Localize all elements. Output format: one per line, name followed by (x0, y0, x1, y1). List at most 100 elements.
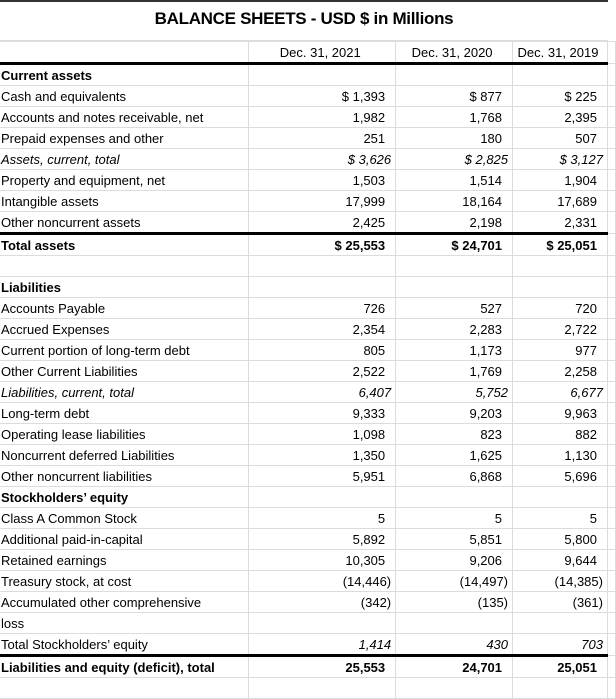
value-cell[interactable]: 720 (512, 297, 608, 319)
blank-cell[interactable] (607, 465, 616, 487)
blank-cell[interactable] (607, 255, 616, 277)
value-cell[interactable]: 9,206 (395, 549, 514, 571)
value-cell[interactable]: 18,164 (395, 190, 514, 212)
value-cell[interactable]: 1,982 (248, 106, 397, 128)
value-cell[interactable] (248, 486, 397, 508)
value-cell[interactable]: 1,514 (395, 169, 514, 191)
blank-cell[interactable] (607, 127, 616, 149)
value-cell[interactable]: 2,395 (512, 106, 608, 128)
blank-cell[interactable] (607, 528, 616, 550)
value-cell[interactable]: 805 (248, 339, 397, 361)
blank-cell[interactable] (607, 655, 616, 678)
blank-cell[interactable] (607, 233, 616, 256)
row-label[interactable]: Retained earnings (0, 549, 250, 571)
value-cell[interactable] (512, 677, 608, 699)
value-cell[interactable]: 17,999 (248, 190, 397, 212)
value-cell[interactable]: (361) (512, 591, 608, 613)
value-cell[interactable]: 5,696 (512, 465, 608, 487)
value-cell[interactable] (395, 255, 514, 277)
blank-cell[interactable] (607, 570, 616, 592)
value-cell[interactable]: 1,768 (395, 106, 514, 128)
row-label[interactable]: Accounts and notes receivable, net (0, 106, 250, 128)
value-cell[interactable] (512, 255, 608, 277)
blank-cell[interactable] (607, 339, 616, 361)
header-blank-cell[interactable] (0, 41, 250, 65)
value-cell[interactable]: 5,851 (395, 528, 514, 550)
column-header[interactable]: Dec. 31, 2019 (512, 41, 608, 65)
row-label[interactable]: Total assets (0, 232, 250, 256)
blank-cell[interactable] (607, 276, 616, 298)
value-cell[interactable]: 1,130 (512, 444, 608, 466)
value-cell[interactable]: (135) (395, 591, 514, 613)
value-cell[interactable] (512, 486, 608, 508)
value-cell[interactable]: 430 (395, 633, 514, 656)
row-label[interactable]: Liabilities (0, 276, 250, 298)
row-label[interactable]: Accounts Payable (0, 297, 250, 319)
value-cell[interactable] (248, 276, 397, 298)
value-cell[interactable] (248, 63, 397, 86)
value-cell[interactable]: $ 25,051 (512, 232, 608, 256)
value-cell[interactable]: 2,722 (512, 318, 608, 340)
value-cell[interactable]: $ 24,701 (395, 232, 514, 256)
value-cell[interactable]: 882 (512, 423, 608, 445)
value-cell[interactable]: 6,677 (512, 381, 608, 403)
value-cell[interactable]: $ 25,553 (248, 232, 397, 256)
value-cell[interactable]: $ 225 (512, 85, 608, 107)
value-cell[interactable]: 5,752 (395, 381, 514, 403)
value-cell[interactable]: 9,644 (512, 549, 608, 571)
blank-cell[interactable] (607, 549, 616, 571)
row-label[interactable]: Treasury stock, at cost (0, 570, 250, 592)
value-cell[interactable]: 5,951 (248, 465, 397, 487)
value-cell[interactable]: 1,173 (395, 339, 514, 361)
value-cell[interactable]: 10,305 (248, 549, 397, 571)
blank-cell[interactable] (607, 85, 616, 107)
value-cell[interactable]: 507 (512, 127, 608, 149)
blank-cell[interactable] (607, 190, 616, 212)
row-label[interactable]: Long-term debt (0, 402, 250, 424)
blank-cell[interactable] (607, 633, 616, 656)
row-label[interactable]: Noncurrent deferred Liabilities (0, 444, 250, 466)
value-cell[interactable]: (14,446) (248, 570, 397, 592)
blank-cell[interactable] (607, 41, 616, 64)
value-cell[interactable]: 2,283 (395, 318, 514, 340)
row-label[interactable]: Other Current Liabilities (0, 360, 250, 382)
value-cell[interactable]: (14,385) (512, 570, 608, 592)
value-cell[interactable]: 6,407 (248, 381, 397, 403)
blank-cell[interactable] (607, 63, 616, 86)
value-cell[interactable] (395, 63, 514, 86)
value-cell[interactable]: 5 (248, 507, 397, 529)
row-label[interactable]: Current assets (0, 63, 250, 86)
value-cell[interactable]: 527 (395, 297, 514, 319)
value-cell[interactable]: 25,553 (248, 654, 397, 678)
blank-cell[interactable] (607, 402, 616, 424)
value-cell[interactable]: 1,414 (248, 633, 397, 656)
value-cell[interactable]: 2,198 (395, 211, 514, 234)
blank-cell[interactable] (607, 507, 616, 529)
value-cell[interactable] (395, 486, 514, 508)
value-cell[interactable]: $ 877 (395, 85, 514, 107)
row-label[interactable]: Assets, current, total (0, 148, 250, 170)
value-cell[interactable]: 251 (248, 127, 397, 149)
blank-cell[interactable] (607, 444, 616, 466)
value-cell[interactable]: 2,522 (248, 360, 397, 382)
value-cell[interactable] (248, 677, 397, 699)
value-cell[interactable]: 9,963 (512, 402, 608, 424)
blank-cell[interactable] (607, 612, 616, 634)
value-cell[interactable]: 5,892 (248, 528, 397, 550)
value-cell[interactable] (395, 677, 514, 699)
row-label[interactable]: Accumulated other comprehensive (0, 591, 250, 613)
value-cell[interactable]: 5 (512, 507, 608, 529)
blank-cell[interactable] (607, 677, 616, 699)
blank-cell[interactable] (607, 297, 616, 319)
row-label[interactable]: Stockholders’ equity (0, 486, 250, 508)
value-cell[interactable] (512, 612, 608, 634)
row-label[interactable]: Property and equipment, net (0, 169, 250, 191)
value-cell[interactable]: 2,258 (512, 360, 608, 382)
column-header[interactable]: Dec. 31, 2020 (395, 41, 514, 65)
row-label[interactable]: Current portion of long-term debt (0, 339, 250, 361)
value-cell[interactable]: 1,769 (395, 360, 514, 382)
value-cell[interactable]: 25,051 (512, 654, 608, 678)
value-cell[interactable]: $ 3,127 (512, 148, 608, 170)
value-cell[interactable]: 823 (395, 423, 514, 445)
sheet-title[interactable]: BALANCE SHEETS - USD $ in Millions (0, 0, 608, 41)
